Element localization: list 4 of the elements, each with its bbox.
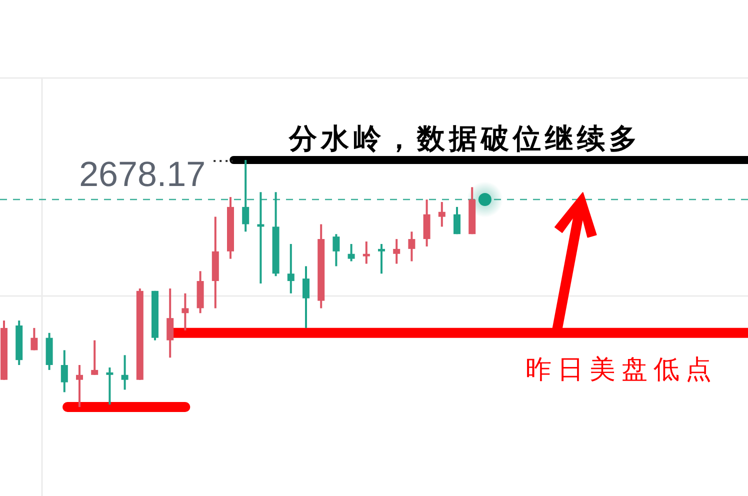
annotation: 2678.17 (79, 155, 206, 194)
ref-line-label: 昨日美盘低点 (526, 354, 718, 385)
ref-line-label: 分水岭，数据破位继续多 (288, 122, 642, 155)
annotation: 2678.17 (79, 155, 233, 194)
